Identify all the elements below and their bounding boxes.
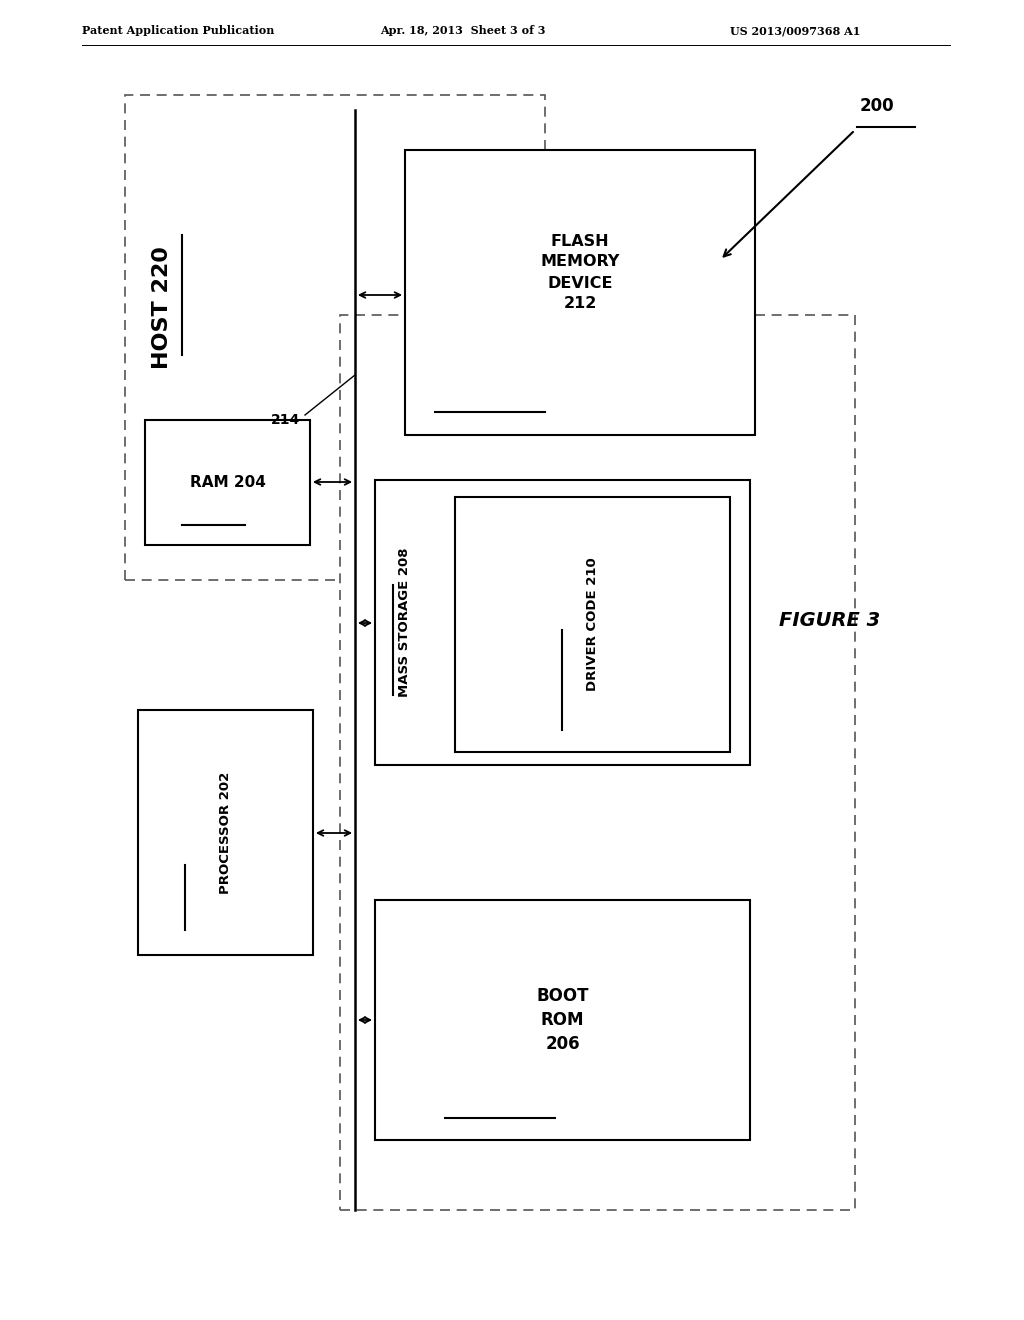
Bar [375,900,750,1140]
Text: FLASH
MEMORY
DEVICE
212: FLASH MEMORY DEVICE 212 [541,234,620,312]
Bar [138,710,313,954]
Text: BOOT
ROM
206: BOOT ROM 206 [537,987,589,1052]
Text: US 2013/0097368 A1: US 2013/0097368 A1 [730,25,860,36]
Bar [406,150,755,436]
Text: 214: 214 [270,413,300,426]
Text: FIGURE 3: FIGURE 3 [779,610,881,630]
Text: Apr. 18, 2013  Sheet 3 of 3: Apr. 18, 2013 Sheet 3 of 3 [380,25,546,36]
Text: RAM 204: RAM 204 [189,475,265,490]
Text: MASS STORAGE 208: MASS STORAGE 208 [398,548,412,697]
Text: PROCESSOR 202: PROCESSOR 202 [219,771,232,894]
Text: 200: 200 [860,96,895,115]
Text: HOST 220: HOST 220 [152,246,172,368]
Text: DRIVER CODE 210: DRIVER CODE 210 [586,557,599,692]
Bar [455,498,730,752]
Bar [125,95,545,579]
Text: Patent Application Publication: Patent Application Publication [82,25,274,36]
Bar [145,420,310,545]
Bar [375,480,750,766]
Bar [340,315,855,1210]
